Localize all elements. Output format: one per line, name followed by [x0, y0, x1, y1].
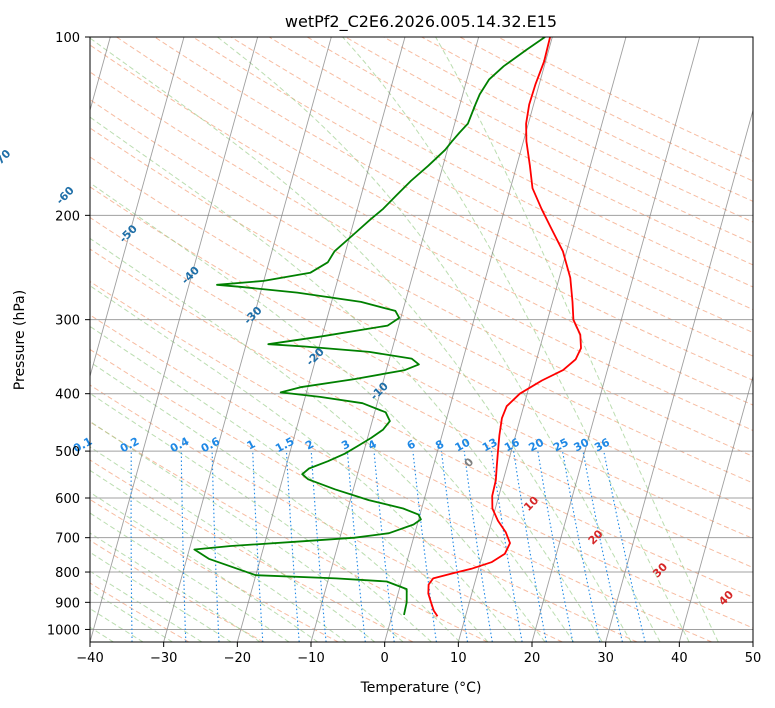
dewpoint-line [193, 37, 546, 616]
moist-adiabat [90, 237, 546, 642]
y-tick-label: 300 [55, 314, 80, 329]
dry-adiabat [90, 216, 753, 569]
dry-adiabat [90, 99, 753, 457]
isotherm [605, 108, 753, 642]
moist-adiabat [90, 325, 489, 642]
y-axis-ticks: 100 200 300 400 500 600 700 800 900 1000 [47, 31, 90, 638]
mixing-ratio-line [603, 450, 646, 642]
dry-adiabat [90, 71, 753, 432]
mixing-ratio-label: 25 [551, 436, 571, 455]
moist-adiabat [90, 37, 632, 642]
y-tick-label: 900 [55, 596, 80, 611]
dry-adiabat [497, 37, 753, 162]
moist-adiabat [90, 491, 319, 642]
dry-adiabat [383, 37, 753, 223]
y-tick-label: 600 [55, 492, 80, 507]
x-tick-label: 50 [745, 651, 762, 666]
y-tick-label: 400 [55, 388, 80, 403]
mixing-ratio-line [373, 451, 395, 642]
x-tick-label: 10 [450, 651, 467, 666]
temperature-line [427, 37, 582, 617]
x-tick-label: −10 [297, 651, 324, 666]
y-tick-label: 800 [55, 566, 80, 581]
chart-title: wetPf2_C2E6.2026.005.14.32.E15 [285, 12, 557, 32]
dry-adiabat [90, 44, 753, 406]
x-axis-label: Temperature (°C) [360, 680, 482, 696]
mixing-ratio-line [412, 451, 437, 642]
y-axis-label: Pressure (hPa) [12, 290, 28, 390]
dry-adiabat [345, 37, 753, 244]
isotherm [90, 37, 185, 378]
y-tick-label: 200 [55, 209, 80, 224]
x-tick-label: −40 [76, 651, 103, 666]
moist-adiabat [90, 420, 404, 642]
moist-adiabat [435, 37, 719, 642]
dry-adiabat [90, 280, 753, 629]
mixing-ratio-line [513, 451, 547, 642]
mixing-ratio-label: 10 [453, 436, 473, 455]
isotherm [678, 374, 753, 642]
dry-adiabat [90, 127, 753, 484]
mixing-ratio-line [440, 451, 469, 642]
dry-adiabat [192, 37, 753, 334]
moist-adiabat [342, 37, 690, 642]
x-tick-label: 20 [524, 651, 541, 666]
dry-adiabat [116, 37, 753, 381]
mixing-ratio-label: 13 [480, 436, 500, 455]
isotherm [531, 37, 701, 642]
moist-adiabat [90, 469, 347, 642]
y-tick-label: 100 [55, 31, 80, 46]
dry-adiabat [90, 314, 712, 642]
mixing-ratio-label: 20 [526, 436, 546, 455]
plot-frame [89, 36, 754, 643]
dry-adiabat [154, 37, 753, 357]
y-tick-label: 1000 [47, 623, 80, 638]
dry-adiabat [230, 37, 753, 311]
y-tick-label: 700 [55, 532, 80, 547]
moist-adiabat [90, 361, 461, 642]
isotherm [236, 37, 406, 642]
isotherm [384, 37, 553, 642]
dry-adiabat [90, 248, 753, 598]
mixing-ratio-label: 16 [502, 436, 522, 455]
moist-adiabat [90, 116, 603, 642]
x-tick-label: 40 [671, 651, 688, 666]
isotherm [90, 37, 259, 642]
moist-adiabat [90, 182, 575, 642]
x-tick-label: 0 [381, 651, 389, 666]
x-axis-ticks: −40 −30 −20 −10 0 10 20 30 40 50 [76, 642, 761, 666]
mixing-ratio-line [582, 450, 623, 642]
isotherm [457, 37, 627, 642]
y-tick-label: 500 [55, 445, 80, 460]
isotherm [163, 37, 332, 642]
dry-adiabat [90, 348, 638, 642]
x-tick-label: −30 [150, 651, 177, 666]
moist-adiabat [217, 37, 661, 642]
x-tick-label: −20 [224, 651, 251, 666]
mixing-ratio-line [561, 450, 601, 642]
dry-adiabat [90, 384, 563, 642]
profile-lines [193, 37, 582, 617]
mixing-ratio-label: 36 [592, 436, 612, 455]
mixing-ratio-line [537, 451, 574, 642]
x-tick-label: 30 [597, 651, 614, 666]
mixing-ratio-label: 30 [572, 436, 592, 455]
isotherm [310, 37, 480, 642]
mixing-ratio-line [463, 451, 493, 642]
moist-adiabat [90, 512, 290, 642]
background-lines [90, 37, 753, 642]
